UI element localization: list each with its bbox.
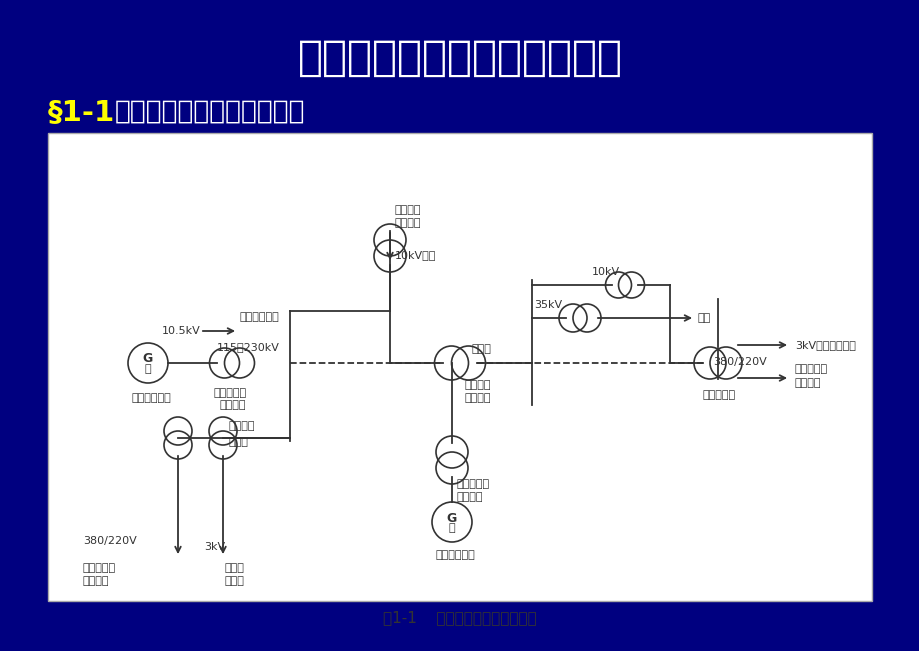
Text: 115～230kV: 115～230kV bbox=[217, 342, 279, 352]
Text: 发电厂发电机: 发电厂发电机 bbox=[131, 393, 172, 403]
Text: 380/220V: 380/220V bbox=[83, 536, 137, 546]
Text: 变电站降: 变电站降 bbox=[464, 380, 491, 390]
Text: 高压动: 高压动 bbox=[225, 563, 244, 573]
Text: 发电厂升压: 发电厂升压 bbox=[457, 479, 490, 489]
Text: 3kV高压动力负荷: 3kV高压动力负荷 bbox=[794, 340, 855, 350]
Text: 10kV: 10kV bbox=[591, 267, 619, 277]
Text: 用户: 用户 bbox=[698, 313, 710, 323]
Text: 图1-1    简单的输配电系统示意图: 图1-1 简单的输配电系统示意图 bbox=[382, 611, 537, 626]
Text: 3kV: 3kV bbox=[204, 542, 225, 552]
Text: ～: ～ bbox=[448, 523, 455, 533]
Text: 变压器的基本工作原理和结构: 变压器的基本工作原理和结构 bbox=[297, 37, 622, 79]
Text: 发电机直馈线: 发电机直馈线 bbox=[240, 312, 279, 322]
Text: 力负荷: 力负荷 bbox=[225, 576, 244, 586]
Text: 发电厂升压: 发电厂升压 bbox=[214, 388, 247, 398]
Text: 配电变压器: 配电变压器 bbox=[702, 390, 735, 400]
Text: 照明负荷: 照明负荷 bbox=[83, 576, 109, 586]
Text: 35kV: 35kV bbox=[533, 300, 562, 310]
Text: 发电厂发电机: 发电厂发电机 bbox=[436, 550, 475, 560]
Text: 10kV用户: 10kV用户 bbox=[394, 250, 436, 260]
FancyBboxPatch shape bbox=[48, 133, 871, 601]
Text: 输电线: 输电线 bbox=[471, 344, 492, 354]
Text: 变电站降: 变电站降 bbox=[394, 205, 421, 215]
Text: 低压动力及: 低压动力及 bbox=[794, 364, 827, 374]
Text: §1-1: §1-1 bbox=[48, 98, 115, 126]
Text: 照明负荷: 照明负荷 bbox=[794, 378, 821, 388]
Text: G: G bbox=[447, 512, 457, 525]
Text: 压变压器: 压变压器 bbox=[394, 218, 421, 228]
Text: 10.5kV: 10.5kV bbox=[162, 326, 200, 336]
Text: 低压动力及: 低压动力及 bbox=[83, 563, 116, 573]
Text: 变压器: 变压器 bbox=[229, 437, 249, 447]
Text: 主变压器: 主变压器 bbox=[220, 400, 246, 410]
Text: G: G bbox=[142, 352, 153, 365]
Text: ～: ～ bbox=[144, 364, 151, 374]
Text: 主变压器: 主变压器 bbox=[457, 492, 483, 502]
Text: 压变压器: 压变压器 bbox=[464, 393, 491, 403]
Text: 380/220V: 380/220V bbox=[712, 357, 766, 367]
Text: 厂用降压: 厂用降压 bbox=[229, 421, 255, 431]
Text: 变压器在电力系统中的应用: 变压器在电力系统中的应用 bbox=[115, 99, 305, 125]
